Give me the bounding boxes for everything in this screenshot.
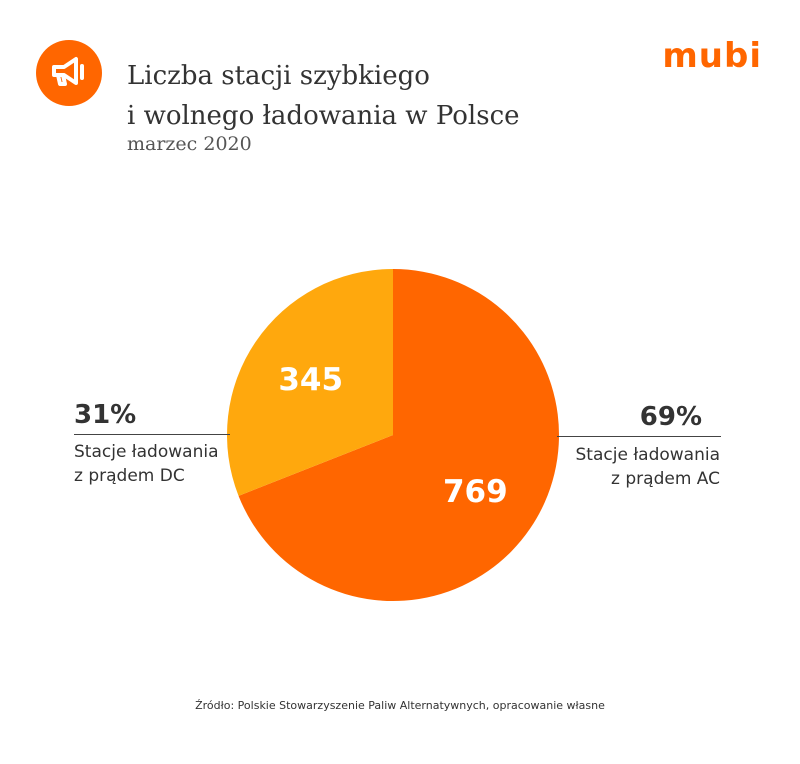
brand-logo: mubi xyxy=(662,36,762,76)
page-title: Liczba stacji szybkiego i wolnego ładowa… xyxy=(127,56,520,136)
source-note: Źródło: Polskie Stowarzyszenie Paliw Alt… xyxy=(195,699,605,712)
ac-legend-label: Stacje ładowania z prądem AC xyxy=(576,443,720,491)
pie-value-label-ac: 769 xyxy=(443,474,508,510)
dc-legend-line-2: z prądem DC xyxy=(74,466,185,486)
dc-divider-line xyxy=(74,434,230,435)
ac-legend-line-1: Stacje ładowania xyxy=(575,445,720,465)
pie-value-label-dc: 345 xyxy=(278,362,343,398)
dc-percent-label: 31% xyxy=(74,400,137,430)
ac-divider-line xyxy=(557,436,721,437)
pie-slice-ac xyxy=(238,269,560,601)
title-line-1: Liczba stacji szybkiego xyxy=(127,61,430,91)
dc-legend-label: Stacje ładowania z prądem DC xyxy=(74,440,218,488)
pie-slice-dc xyxy=(227,269,393,496)
ac-legend-line-2: z prądem AC xyxy=(611,469,720,489)
title-line-2: i wolnego ładowania w Polsce xyxy=(127,101,520,131)
megaphone-icon xyxy=(36,40,102,106)
ac-percent-label: 69% xyxy=(639,402,702,432)
dc-legend-line-1: Stacje ładowania xyxy=(74,442,219,462)
page-subtitle: marzec 2020 xyxy=(127,133,252,155)
